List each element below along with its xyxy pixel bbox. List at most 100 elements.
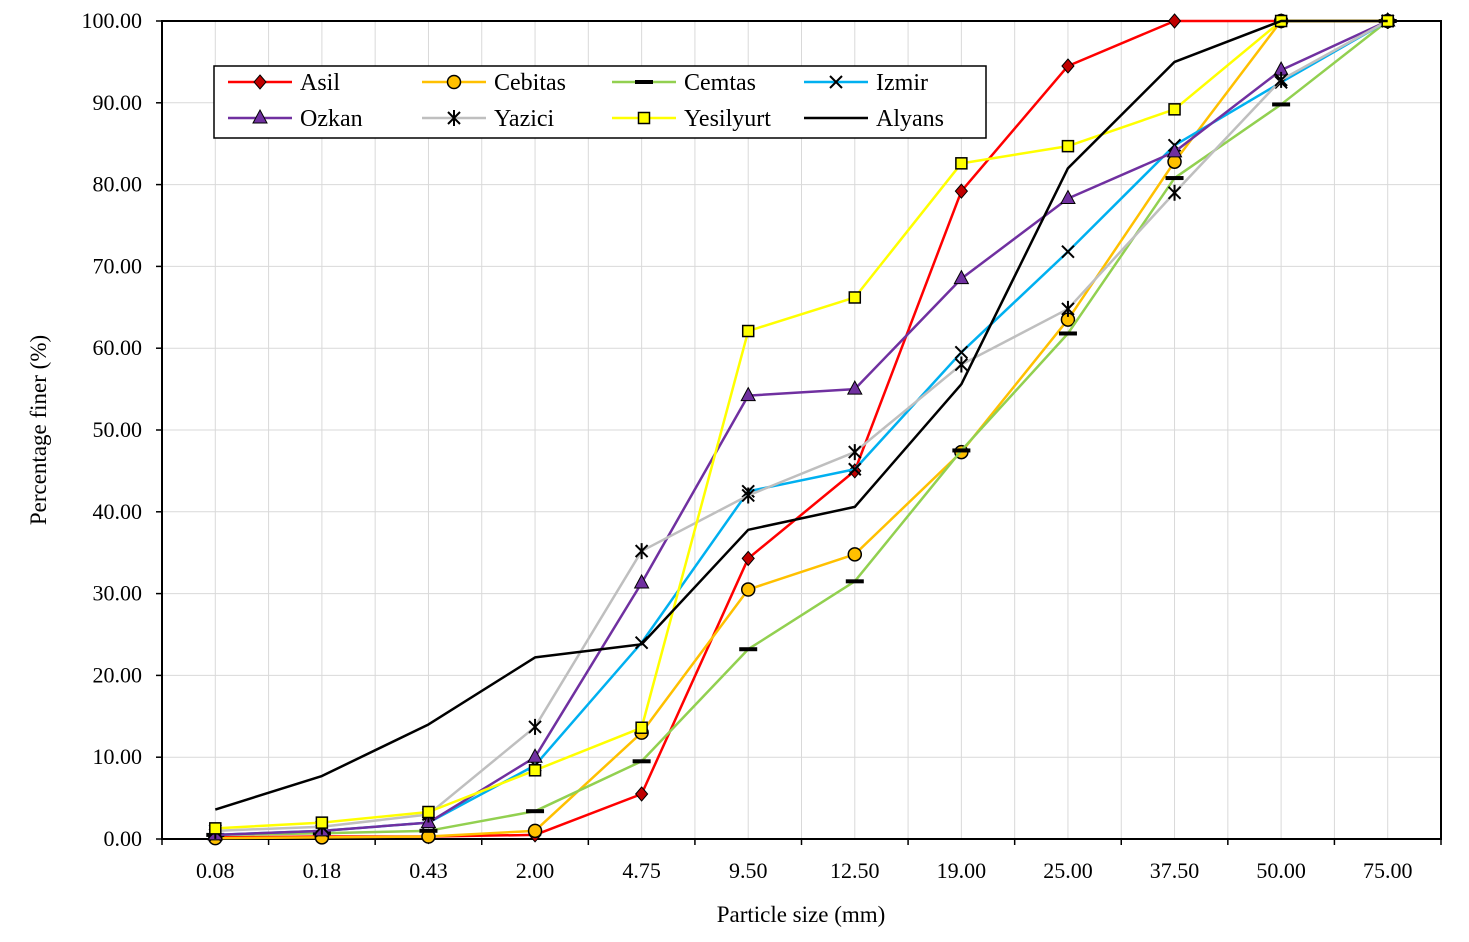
data-point-diamond — [634, 786, 649, 802]
data-point-triangle — [252, 108, 268, 124]
x-tick-label: 12.50 — [830, 858, 880, 883]
y-axis-tick-labels: 0.00 10.00 20.00 30.00 40.00 50.00 60.00 70.00 8… — [82, 8, 162, 851]
series-line — [215, 19, 1389, 833]
data-point-square — [315, 816, 329, 829]
data-point-square — [528, 764, 542, 777]
y-tick-label: 20.00 — [93, 662, 143, 687]
legend: Asil Cebitas Cemtas Izmir Ozkan Yazici Yesilyu… — [213, 65, 987, 139]
x-tick-label: 0.18 — [303, 858, 342, 883]
y-axis-title: Percentage finer (%) — [26, 335, 51, 525]
data-point-x — [829, 75, 843, 89]
legend-label: Izmir — [876, 70, 928, 96]
x-tick-label: 0.43 — [409, 858, 448, 883]
series-yesilyurt — [209, 14, 1394, 835]
data-point-diamond — [741, 550, 755, 567]
x-tick-label: 4.75 — [622, 858, 661, 883]
data-point-triangle — [633, 573, 650, 589]
data-point-star — [848, 444, 862, 461]
legend-label: Ozkan — [300, 106, 363, 132]
y-tick-label: 40.00 — [93, 499, 143, 524]
gridlines — [161, 20, 1442, 840]
data-point-square — [955, 157, 968, 170]
series-line — [214, 19, 1388, 811]
legend-label: Cebitas — [494, 70, 566, 96]
y-tick-label: 50.00 — [93, 417, 143, 442]
legend-entry-yazici: Yazici — [422, 106, 555, 132]
data-point-square — [741, 324, 755, 338]
data-point-star — [447, 110, 461, 126]
series-line — [215, 19, 1388, 830]
data-point-star — [528, 718, 542, 735]
data-point-dash — [526, 809, 545, 814]
x-tick-label: 9.50 — [729, 858, 768, 883]
data-point-dash — [632, 759, 651, 764]
x-axis-title: Particle size (mm) — [717, 902, 886, 927]
data-point-x — [848, 462, 862, 476]
legend-label: Alyans — [876, 106, 944, 132]
data-point-dash — [635, 80, 653, 84]
data-point-x — [1061, 244, 1075, 259]
legend-entry-yesilyurt: Yesilyurt — [612, 106, 771, 132]
data-point-circle — [446, 74, 462, 90]
data-point-dash — [952, 448, 971, 453]
legend-label: Asil — [300, 70, 340, 96]
data-point-square — [635, 721, 648, 735]
data-point-dash — [739, 647, 758, 652]
x-tick-label: 50.00 — [1256, 858, 1306, 883]
y-tick-label: 90.00 — [93, 90, 143, 115]
data-point-star — [1167, 184, 1182, 201]
series-alyans — [214, 19, 1388, 811]
data-point-triangle — [740, 386, 757, 402]
data-point-x — [954, 345, 969, 359]
y-tick-label: 80.00 — [93, 172, 143, 197]
y-tick-label: 60.00 — [93, 335, 143, 360]
data-point-square — [848, 291, 862, 304]
x-tick-label: 0.08 — [196, 858, 235, 883]
y-tick-label: 100.00 — [82, 8, 143, 33]
data-point-star — [1274, 71, 1288, 88]
legend-entry-alyans: Alyans — [804, 106, 944, 132]
data-point-triangle — [953, 269, 970, 285]
data-point-square — [209, 822, 222, 835]
data-point-dash — [1165, 176, 1184, 181]
x-tick-label: 19.00 — [937, 858, 987, 883]
data-point-star — [741, 487, 755, 504]
data-point-circle — [847, 547, 863, 562]
data-point-star — [1061, 300, 1075, 317]
data-point-triangle — [527, 748, 543, 763]
legend-label: Cemtas — [684, 70, 756, 96]
data-point-diamond — [253, 74, 267, 90]
series-line — [215, 19, 1389, 837]
legend-box — [213, 65, 987, 139]
legend-entry-ozkan: Ozkan — [228, 106, 363, 132]
data-point-square — [1168, 103, 1181, 116]
x-tick-label: 37.50 — [1150, 858, 1200, 883]
legend-entry-izmir: Izmir — [804, 70, 928, 96]
data-point-triangle — [1166, 142, 1183, 158]
data-point-dash — [845, 579, 864, 584]
data-point-square — [1061, 139, 1075, 153]
y-tick-label: 70.00 — [93, 253, 143, 278]
x-tick-label: 2.00 — [516, 858, 555, 883]
data-point-circle — [740, 582, 756, 597]
legend-entry-cebitas: Cebitas — [422, 70, 566, 96]
data-point-dash — [1272, 102, 1291, 107]
data-point-square — [422, 805, 435, 819]
y-tick-label: 10.00 — [93, 744, 143, 769]
y-tick-label: 30.00 — [93, 581, 143, 606]
legend-label: Yesilyurt — [684, 106, 771, 132]
data-point-star — [954, 356, 969, 373]
legend-entry-cemtas: Cemtas — [612, 70, 756, 96]
data-point-square — [637, 111, 651, 125]
data-point-triangle — [1060, 189, 1076, 205]
data-point-diamond — [954, 183, 969, 199]
x-tick-label: 25.00 — [1043, 858, 1093, 883]
data-point-star — [634, 543, 649, 560]
data-point-diamond — [1061, 58, 1075, 74]
data-point-dash — [1058, 331, 1077, 336]
data-point-dash — [419, 828, 438, 833]
legend-entry-asil: Asil — [228, 70, 340, 96]
legend-label: Yazici — [494, 106, 555, 132]
series-line — [215, 20, 1389, 837]
